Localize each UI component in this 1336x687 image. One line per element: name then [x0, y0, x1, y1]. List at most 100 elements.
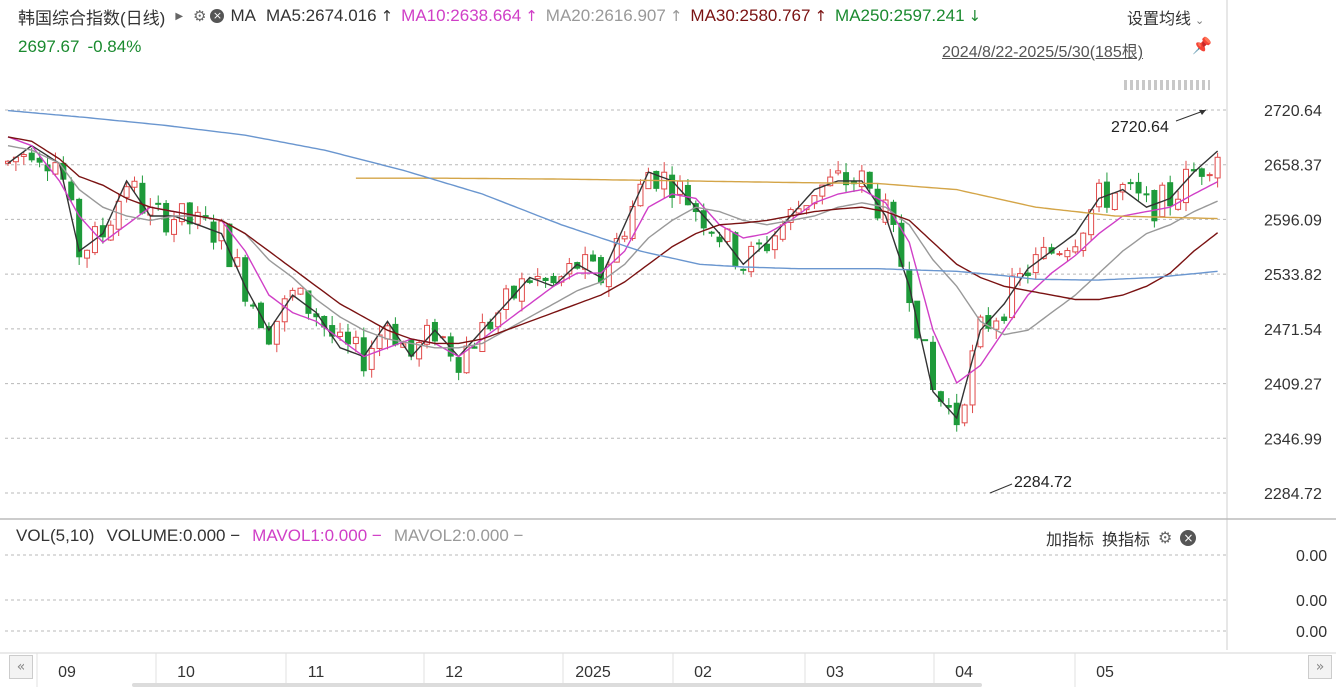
- low-annotation-label: 2284.72: [1014, 474, 1072, 491]
- candle-down: [210, 221, 217, 243]
- ma10-arrow-icon: ↑: [525, 7, 538, 25]
- candle-down: [708, 231, 715, 234]
- candlesticks: [5, 147, 1221, 432]
- date-tick-label: 10: [177, 664, 195, 681]
- price-tick-label: 2471.54: [1264, 322, 1322, 339]
- ma-settings-button[interactable]: 设置均线 ⌄: [1127, 5, 1204, 29]
- candle-down: [756, 242, 763, 245]
- candle-down: [1198, 168, 1205, 177]
- chevron-down-icon: ⌄: [1195, 15, 1205, 27]
- candle-up: [273, 320, 280, 345]
- ma20-value: MA20:2616.907: [545, 6, 666, 25]
- date-tick-label: 09: [58, 664, 76, 681]
- candle-down: [36, 157, 43, 163]
- add-indicator-button[interactable]: 加指标: [1046, 532, 1095, 549]
- candle-up: [171, 219, 178, 235]
- candle-up: [1072, 246, 1079, 253]
- ma-line-ma250: [355, 177, 1218, 220]
- date-tick-label: 04: [955, 664, 973, 681]
- candle-up: [1119, 183, 1126, 193]
- candle-up: [811, 195, 818, 205]
- candle-up: [858, 170, 865, 188]
- price-annotations: 2720.64 2284.72: [989, 109, 1207, 494]
- price-tick-label: 2284.72: [1264, 486, 1322, 503]
- candle-down: [590, 254, 597, 262]
- candle-down: [542, 277, 549, 282]
- candle-down: [763, 243, 770, 252]
- scroll-left-button[interactable]: «: [9, 655, 33, 679]
- close-icon[interactable]: ×: [210, 9, 225, 23]
- date-range-link[interactable]: 2024/8/22-2025/5/30(185根): [942, 44, 1144, 61]
- drag-handle[interactable]: [1124, 80, 1210, 90]
- scroll-bar[interactable]: [132, 683, 982, 687]
- candle-up: [52, 162, 59, 175]
- indicator-close-icon[interactable]: ×: [1180, 530, 1197, 546]
- pin-icon[interactable]: 📌: [1192, 38, 1212, 55]
- indicator-gear-icon[interactable]: ⚙: [1158, 530, 1173, 547]
- candle-up: [194, 211, 201, 225]
- candle-down: [953, 402, 960, 426]
- date-tick-label: 03: [826, 664, 844, 681]
- candle-down: [28, 152, 35, 161]
- candle-down: [866, 171, 873, 189]
- indicator-controls: 加指标 换指标 ⚙ ×: [1046, 526, 1204, 550]
- candle-down: [684, 184, 691, 206]
- candle-up: [993, 320, 1000, 330]
- high-annotation-label: 2720.64: [1111, 119, 1169, 136]
- candle-down: [447, 336, 454, 357]
- candle-down: [139, 182, 146, 214]
- mavol1-value: MAVOL1:0.000 −: [252, 526, 382, 546]
- candle-down: [898, 222, 905, 267]
- expand-triangle-icon[interactable]: ▶: [175, 10, 184, 22]
- candle-up: [819, 184, 826, 197]
- ma-settings-label: 设置均线: [1127, 11, 1192, 28]
- ma-label[interactable]: MA: [230, 6, 256, 25]
- candle-up: [534, 275, 541, 280]
- candle-down: [1143, 193, 1150, 196]
- switch-indicator-button[interactable]: 换指标: [1102, 532, 1151, 549]
- candle-up: [1040, 246, 1047, 260]
- candle-up: [503, 288, 510, 311]
- candle-down: [716, 236, 723, 243]
- price-change: -0.84%: [87, 37, 142, 56]
- ma-line-ma5: [7, 144, 1219, 420]
- candle-up: [368, 347, 375, 370]
- candle-up: [613, 238, 620, 263]
- date-tick-label: 12: [445, 664, 463, 681]
- candle-up: [123, 186, 130, 198]
- candle-up: [297, 287, 304, 295]
- price-tick-label: 2533.82: [1264, 267, 1322, 284]
- candle-down: [265, 326, 272, 345]
- candle-down: [242, 257, 249, 302]
- candle-up: [1080, 232, 1087, 252]
- candle-down: [344, 331, 351, 345]
- candle-down: [155, 202, 162, 205]
- candle-up: [827, 176, 834, 187]
- candle-up: [384, 325, 391, 340]
- price-grid: [0, 0, 1336, 654]
- scroll-right-button[interactable]: »: [1308, 655, 1332, 679]
- candle-up: [1056, 253, 1063, 256]
- volume-tick-label: 0.00: [1296, 593, 1327, 610]
- last-price: 2697.67: [18, 37, 80, 56]
- date-tick-label: 11: [308, 664, 325, 681]
- ma10-value: MA10:2638.664: [401, 6, 522, 25]
- vol-label[interactable]: VOL(5,10): [16, 526, 95, 545]
- price-tick-label: 2720.64: [1264, 103, 1322, 120]
- gear-icon[interactable]: ⚙: [193, 8, 207, 25]
- candle-up: [289, 289, 296, 298]
- candle-up: [961, 404, 968, 424]
- candle-up: [1214, 156, 1221, 179]
- candle-down: [732, 232, 739, 267]
- candle-down: [455, 357, 462, 373]
- candle-up: [1206, 174, 1213, 177]
- candle-down: [526, 280, 533, 283]
- low-annotation-arrow: [989, 483, 1013, 494]
- candle-up: [1064, 250, 1071, 258]
- ma-line-ma-long: [7, 109, 1218, 281]
- date-tick-label: 02: [694, 664, 712, 681]
- candle-up: [107, 224, 114, 241]
- candle-down: [431, 321, 438, 342]
- candle-down: [922, 339, 929, 342]
